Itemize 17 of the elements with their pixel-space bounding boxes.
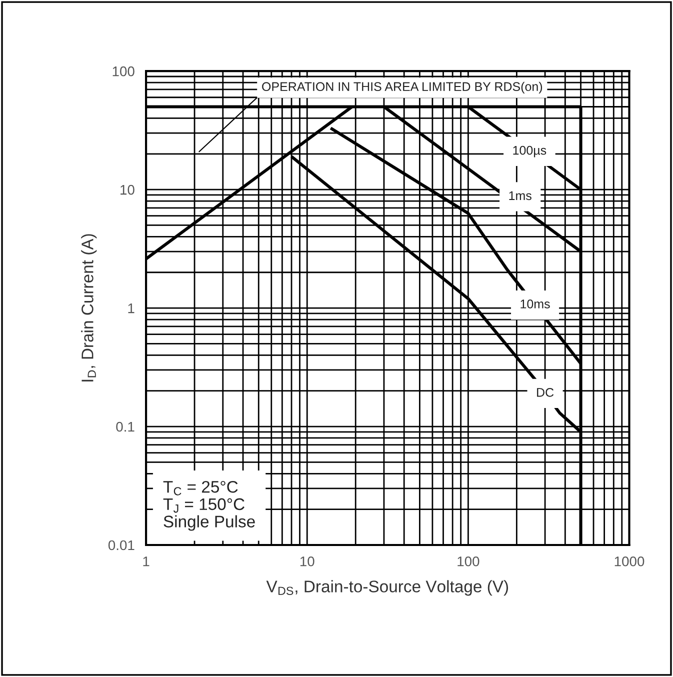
x-axis-title: V$_{DS}$, Drain-to-Source Voltage (V) — [266, 580, 508, 596]
x-tick-label: 10 — [300, 556, 314, 566]
annotation: 100µs — [513, 146, 546, 158]
annotation: OPERATION IN THIS AREA LIMITED BY RDS(on) — [262, 82, 542, 94]
x-tick-label: 100 — [458, 556, 480, 566]
annotation: T$_{C}$ = 25°C T$_{J}$ = 150°C Single Pulse — [163, 480, 255, 531]
annotation: DC — [537, 388, 554, 397]
y-tick-label: 10 — [120, 184, 134, 195]
y-tick-label: 0.1 — [116, 422, 134, 432]
x-tick-label: 1 — [143, 556, 150, 566]
y-tick-label: 0.01 — [108, 540, 134, 550]
annotation: 10ms — [520, 300, 550, 308]
x-tick-label: 1000 — [614, 556, 644, 566]
y-axis-title: I$_{D}$, Drain Current (A) — [81, 234, 97, 382]
y-tick-label: 100 — [112, 66, 134, 76]
annotation: 1ms — [509, 191, 532, 200]
y-tick-label: 1 — [128, 304, 134, 314]
